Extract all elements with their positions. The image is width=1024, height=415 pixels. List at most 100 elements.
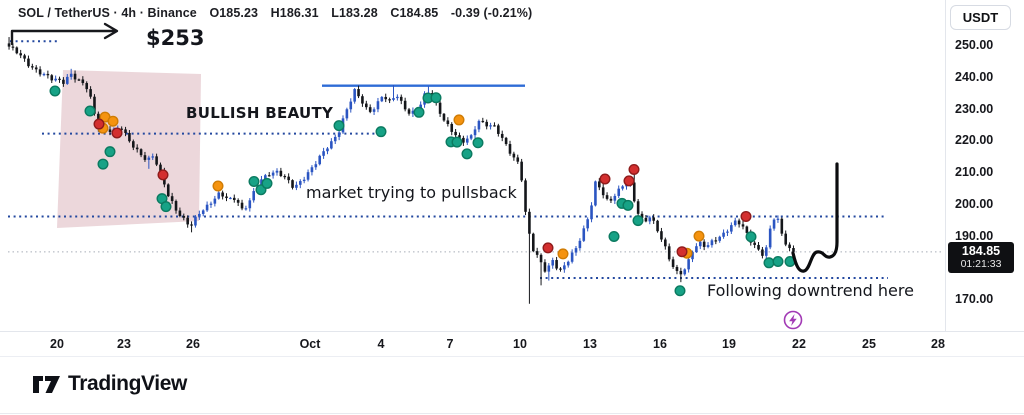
candle-body — [368, 107, 372, 112]
price-axis[interactable]: 250.00 240.00 230.00 220.00 210.00 200.00 190.… — [946, 0, 1024, 331]
candle-body — [186, 217, 189, 225]
candle-body — [376, 101, 380, 110]
candle-body — [753, 242, 756, 245]
candle-body — [594, 181, 597, 206]
signal-dot-red — [599, 173, 611, 185]
signal-dot-green — [461, 148, 473, 160]
candle-body — [543, 262, 547, 272]
candle-body — [516, 157, 520, 162]
candle-body — [632, 182, 636, 202]
candle-body — [38, 69, 42, 75]
candle-body — [524, 180, 527, 212]
candle-body — [667, 246, 671, 260]
time-axis[interactable]: 20 23 26 Oct 4 7 10 13 16 19 22 25 28 — [0, 332, 1024, 356]
candle-body — [7, 43, 11, 47]
symbol-title: SOL / TetherUS · 4h · Binance — [18, 6, 197, 20]
candle-body — [473, 129, 477, 136]
candle-body — [23, 55, 26, 59]
signal-dot-green — [451, 136, 463, 148]
candle-body — [194, 216, 197, 226]
candle-body — [143, 155, 147, 160]
candle-body — [741, 224, 745, 227]
price-axis-label: 220.00 — [955, 133, 994, 148]
candle-body — [582, 228, 586, 241]
candle-body — [11, 46, 15, 48]
candle-body — [621, 186, 624, 189]
signal-dot-green — [674, 285, 686, 297]
candle-body — [462, 137, 465, 143]
target-arrow-drawing[interactable] — [10, 22, 119, 46]
candle-body — [590, 205, 593, 220]
tradingview-logo-text: TradingView — [68, 372, 187, 395]
candle-body — [578, 240, 582, 249]
candle-body — [733, 220, 737, 226]
candle-body — [698, 241, 702, 247]
highlight-zone[interactable] — [57, 70, 201, 228]
candle-body — [551, 260, 555, 266]
candle-body — [780, 218, 784, 234]
signal-dot-red — [676, 246, 688, 258]
candle-body — [260, 179, 263, 187]
candle-body — [768, 228, 772, 248]
candle-body — [275, 170, 279, 173]
candle-body — [65, 76, 69, 84]
candle-body — [326, 148, 329, 152]
time-axis-label: 13 — [583, 337, 597, 351]
candle-body — [609, 198, 613, 201]
candle-body — [726, 231, 729, 233]
candle-body — [151, 156, 155, 158]
candle-body — [19, 53, 22, 56]
signal-dot-green — [472, 137, 484, 149]
candle-body — [27, 58, 30, 67]
time-axis-label: 7 — [446, 337, 454, 351]
candle-body — [345, 109, 349, 119]
candle-body — [392, 98, 395, 100]
projection-drawing[interactable] — [791, 162, 839, 273]
pullback-annotation[interactable]: market trying to pullsback — [306, 183, 517, 202]
candle-body — [399, 96, 403, 101]
candle-body — [322, 151, 325, 156]
price-axis-label: 170.00 — [955, 292, 994, 306]
candle-body — [598, 181, 601, 188]
candle-body — [77, 79, 81, 81]
price-target-annotation[interactable]: $253 — [146, 26, 205, 50]
time-axis-label: 22 — [792, 337, 806, 351]
candle-body — [318, 155, 322, 165]
price-axis-label: 200.00 — [955, 196, 994, 211]
candle-body — [244, 208, 248, 210]
candle-body — [147, 157, 151, 160]
signal-dot-green — [97, 158, 109, 170]
downtrend-annotation[interactable]: Following downtrend here — [707, 281, 914, 300]
candle-body — [652, 217, 655, 221]
candle-body — [190, 224, 193, 226]
price-axis-label: 210.00 — [955, 165, 994, 179]
candle-body — [271, 172, 275, 176]
bullish-beauty-annotation[interactable]: BULLISH BEAUTY — [186, 104, 334, 122]
tradingview-logo[interactable]: TradingView — [32, 371, 187, 397]
candle-body — [221, 192, 224, 197]
signal-dot-green — [632, 215, 644, 227]
candle-body — [298, 181, 302, 185]
ohlc-close: C184.85 — [390, 6, 439, 20]
candle-body — [174, 201, 178, 211]
price-axis-label: 230.00 — [955, 101, 994, 116]
signal-dot-red — [623, 175, 635, 187]
candle-body — [333, 136, 337, 142]
signal-dot-orange — [693, 230, 705, 242]
candle-body — [46, 73, 50, 76]
currency-toggle-button[interactable]: USDT — [950, 5, 1011, 30]
price-axis-divider — [945, 0, 946, 331]
candle-body — [504, 137, 508, 145]
candle-body — [500, 133, 504, 138]
candle-body — [520, 161, 523, 181]
candle-body — [465, 138, 469, 143]
candle-body — [718, 236, 721, 241]
candle-body — [236, 200, 240, 203]
signal-dot-red — [111, 127, 123, 139]
signal-dot-red — [740, 210, 752, 222]
time-axis-label: 19 — [722, 337, 736, 351]
candle-body — [706, 245, 710, 247]
symbol-info-bar[interactable]: SOL / TetherUS · 4h · Binance O185.23 H1… — [18, 6, 541, 20]
candle-body — [648, 217, 652, 222]
